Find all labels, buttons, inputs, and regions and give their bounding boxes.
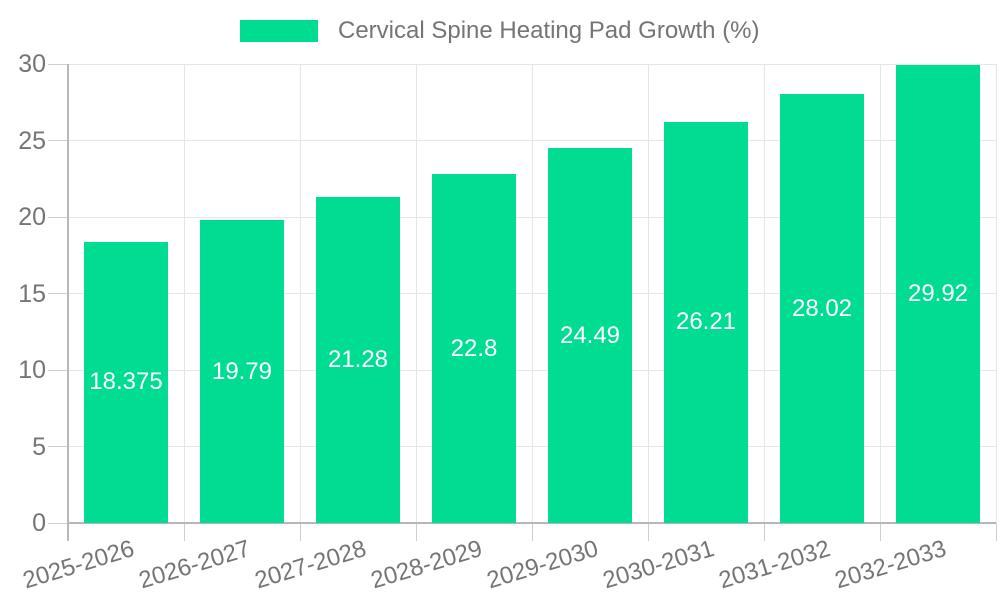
- x-axis-label: 2025-2026: [19, 535, 138, 595]
- x-gridline: [879, 64, 881, 523]
- bar-value-label: 21.28: [327, 346, 389, 374]
- x-axis-label: 2028-2029: [367, 535, 486, 595]
- bar-value-label: 18.375: [89, 368, 163, 396]
- legend-swatch: [240, 20, 318, 42]
- bar[interactable]: 28.02: [780, 94, 864, 523]
- x-gridline: [995, 64, 997, 523]
- x-axis-tick: [879, 523, 881, 541]
- x-axis-label: 2029-2030: [483, 535, 602, 595]
- legend-item[interactable]: Cervical Spine Heating Pad Growth (%): [240, 17, 760, 45]
- y-axis-tick: [48, 63, 68, 65]
- bar-value-label: 26.21: [675, 308, 737, 336]
- x-gridline: [531, 64, 533, 523]
- bar-value-label: 19.79: [211, 357, 273, 385]
- bar-value-label: 29.92: [907, 280, 969, 308]
- x-gridline: [647, 64, 649, 523]
- x-axis-label: 2027-2028: [251, 535, 370, 595]
- x-gridline: [299, 64, 301, 523]
- y-axis-tick: [48, 140, 68, 141]
- y-axis-label: 0: [32, 509, 46, 537]
- x-axis-tick: [531, 523, 533, 541]
- y-axis-label: 15: [18, 279, 46, 308]
- x-axis-tick: [647, 523, 649, 541]
- y-axis-tick: [48, 369, 68, 371]
- x-gridline: [763, 64, 765, 523]
- bar[interactable]: 19.79: [200, 220, 284, 523]
- bar[interactable]: 26.21: [664, 121, 748, 523]
- bar-value-label: 28.02: [791, 294, 853, 322]
- x-axis-tick: [763, 523, 765, 541]
- x-gridline: [183, 64, 185, 523]
- bar[interactable]: 24.49: [548, 148, 632, 523]
- y-axis-tick: [48, 293, 68, 294]
- bar[interactable]: 18.375: [84, 241, 168, 523]
- y-axis-label: 5: [32, 432, 46, 461]
- bar[interactable]: 22.8: [432, 174, 516, 523]
- y-axis-label: 20: [18, 203, 46, 231]
- y-axis-tick: [48, 446, 68, 447]
- x-gridline: [415, 64, 417, 523]
- x-axis-label: 2031-2032: [715, 535, 834, 595]
- x-axis-tick: [183, 523, 185, 541]
- x-axis-tick: [995, 523, 997, 541]
- x-axis-line: [68, 522, 996, 524]
- bar[interactable]: 21.28: [316, 197, 400, 523]
- x-axis-tick: [299, 523, 301, 541]
- x-axis-tick: [415, 523, 417, 541]
- y-axis-tick: [48, 216, 68, 218]
- x-axis-label: 2032-2033: [831, 535, 950, 595]
- y-axis-label: 25: [18, 126, 46, 155]
- y-axis-label: 10: [18, 356, 46, 384]
- bar[interactable]: 29.92: [896, 65, 980, 523]
- bar-value-label: 22.8: [450, 334, 498, 362]
- x-axis-label: 2030-2031: [599, 535, 718, 595]
- y-axis-tick: [48, 522, 68, 524]
- bar-value-label: 24.49: [559, 321, 621, 349]
- x-axis-label: 2026-2027: [135, 535, 254, 595]
- y-axis-label: 30: [18, 50, 46, 78]
- legend-label: Cervical Spine Heating Pad Growth (%): [338, 17, 760, 44]
- y-axis-line: [67, 64, 69, 541]
